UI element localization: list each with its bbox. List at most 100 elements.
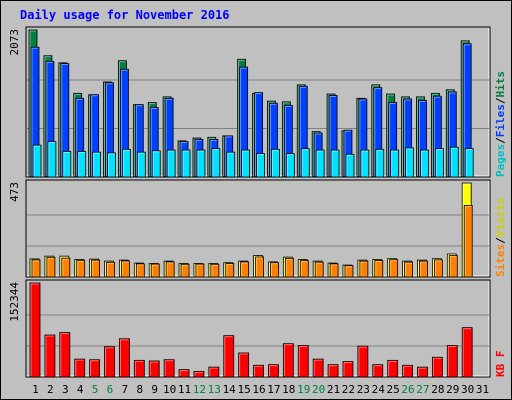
bar-pages-5: [92, 151, 102, 178]
bar-sites-1: [31, 259, 41, 278]
bar-sites-5: [91, 259, 101, 278]
y-max-label-hits-files-pages: 2073: [8, 29, 21, 56]
bar-sites-6: [106, 261, 115, 278]
bar-pages-18: [285, 153, 295, 178]
x-tick-label: 7: [122, 383, 129, 396]
bar-sites-4: [76, 259, 86, 278]
bar-kbytes-10: [163, 359, 175, 378]
bar-pages-12: [196, 149, 206, 178]
bar-kbytes-23: [357, 345, 369, 378]
bar-pages-19: [300, 148, 310, 178]
y-max-label-visits-sites: 473: [8, 182, 21, 202]
bar-kbytes-15: [238, 352, 250, 378]
bar-kbytes-27: [417, 366, 428, 378]
bar-kbytes-22: [342, 361, 354, 378]
bar-pages-8: [136, 151, 146, 178]
bar-kbytes-12: [193, 371, 205, 378]
x-tick-label: 20: [312, 383, 325, 396]
bar-pages-3: [62, 151, 72, 178]
bar-kbytes-5: [89, 359, 101, 378]
bar-sites-10: [165, 261, 175, 278]
x-tick-label: 6: [107, 383, 114, 396]
legend-kbytes: KB F: [494, 351, 507, 378]
bar-sites-28: [433, 259, 443, 278]
bar-pages-1: [32, 144, 42, 178]
bar-sites-12: [195, 263, 205, 278]
y-max-label-kbytes: 152344: [8, 282, 21, 322]
bar-pages-24: [375, 148, 385, 178]
bar-pages-16: [256, 153, 265, 178]
x-tick-label: 11: [178, 383, 191, 396]
bar-pages-15: [241, 149, 251, 178]
x-tick-label: 27: [416, 383, 429, 396]
x-tick-label: 10: [163, 383, 176, 396]
bar-pages-10: [166, 149, 176, 178]
panel-kbytes: [25, 279, 491, 378]
bar-kbytes-14: [223, 335, 235, 378]
bar-sites-20: [314, 261, 324, 278]
legend-entry: Visits: [494, 198, 507, 238]
x-tick-label: 21: [327, 383, 340, 396]
bar-sites-13: [210, 263, 220, 278]
x-tick-label: 4: [77, 383, 84, 396]
x-tick-label: 22: [342, 383, 355, 396]
bar-kbytes-24: [372, 364, 384, 378]
bar-pages-26: [405, 147, 414, 178]
legend-hits-files-pages: Pages/Files/Hits: [494, 71, 507, 177]
bar-kbytes-28: [431, 356, 443, 378]
bar-pages-28: [434, 148, 444, 178]
legend-entry: Files: [494, 104, 507, 137]
legend-entry: Hits: [494, 71, 507, 98]
bar-kbytes-18: [282, 343, 294, 378]
chart-title: Daily usage for November 2016: [20, 8, 230, 22]
x-tick-label: 25: [387, 383, 400, 396]
x-tick-label: 24: [372, 383, 386, 396]
bar-pages-30: [464, 148, 474, 178]
bar-kbytes-7: [119, 338, 130, 378]
bar-pages-20: [315, 149, 325, 178]
x-tick-label: 9: [151, 383, 158, 396]
x-tick-label: 14: [223, 383, 237, 396]
bar-pages-23: [360, 149, 370, 178]
bar-sites-27: [419, 260, 428, 278]
bar-pages-11: [181, 149, 191, 178]
bar-pages-2: [47, 141, 57, 178]
bar-sites-9: [150, 263, 160, 278]
bar-sites-21: [329, 263, 339, 278]
gridlines: [27, 79, 489, 347]
bar-kbytes-21: [327, 364, 339, 378]
bar-pages-29: [449, 146, 459, 178]
bar-kbytes-30: [461, 327, 473, 378]
bar-sites-23: [359, 260, 369, 278]
legend-entry: /: [494, 97, 507, 104]
x-tick-label: 3: [62, 383, 69, 396]
legend-entry: F: [494, 351, 507, 364]
bar-pages-7: [122, 148, 131, 178]
x-tick-label: 30: [461, 383, 474, 396]
legend-entry: Sites: [494, 244, 507, 277]
legend-entry: Pages: [494, 144, 507, 177]
bar-sites-11: [180, 263, 190, 278]
legend-entry: /: [494, 237, 507, 244]
bar-sites-17: [270, 262, 279, 278]
bar-sites-30: [463, 205, 473, 278]
bar-sites-29: [448, 255, 458, 278]
x-tick-label: 13: [208, 383, 221, 396]
x-tick-label: 5: [92, 383, 99, 396]
bar-kbytes-20: [312, 358, 324, 378]
bar-sites-14: [225, 263, 235, 278]
legend-visits-sites: Sites/Visits: [494, 198, 507, 278]
bar-pages-25: [390, 149, 400, 178]
bar-sites-15: [240, 261, 250, 278]
x-tick-label: 1: [32, 383, 39, 396]
bar-pages-4: [77, 151, 87, 178]
x-tick-label: 2: [47, 383, 54, 396]
bar-kbytes-16: [253, 364, 264, 378]
bar-kbytes-2: [44, 334, 56, 378]
bar-kbytes-26: [402, 364, 413, 378]
bar-sites-24: [374, 260, 384, 278]
x-tick-label: 28: [431, 383, 444, 396]
x-tick-label: 23: [357, 383, 370, 396]
x-tick-label: 29: [446, 383, 459, 396]
